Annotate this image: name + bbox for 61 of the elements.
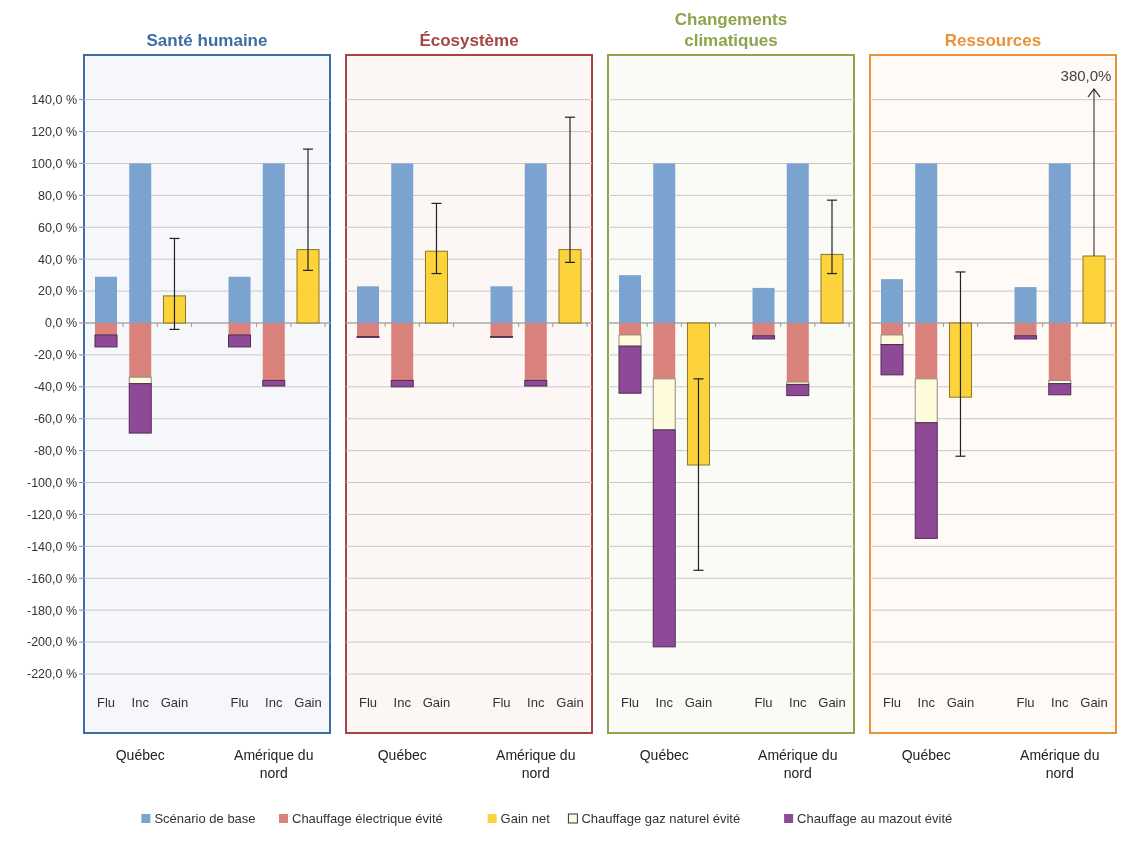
- y-tick-label: 40,0 %: [38, 252, 77, 267]
- y-tick-label: -60,0 %: [33, 412, 77, 427]
- text: Amérique du nord: [758, 747, 838, 781]
- x-tick-label: Inc: [1051, 695, 1069, 710]
- legend-label: Chauffage au mazout évité: [797, 811, 953, 826]
- x-tick-label: Flu: [620, 695, 640, 710]
- y-tick-label: -100,0 %: [26, 475, 77, 490]
- legend-label: Chauffage électrique évité: [292, 811, 443, 826]
- y-tick-label: -140,0 %: [26, 539, 77, 554]
- y-tick-label: -40,0 %: [33, 380, 77, 395]
- x-tick-label: Flu: [1016, 695, 1035, 710]
- x-tick-label: Gain: [946, 695, 975, 710]
- text: Québec: [115, 747, 165, 763]
- chart-title: Changements climatiques: [674, 10, 788, 50]
- chart-title: Écosystème: [419, 31, 519, 50]
- x-tick-label: Gain: [294, 695, 322, 710]
- x-tick-label: Gain: [1080, 695, 1108, 710]
- y-tick-label: -200,0 %: [26, 635, 77, 650]
- text: Amérique du nord: [234, 747, 314, 781]
- x-tick-label: Gain: [160, 695, 189, 710]
- x-tick-label: Gain: [422, 695, 451, 710]
- text: Amérique du nord: [1020, 747, 1100, 781]
- text: Amérique du nord: [496, 747, 576, 781]
- x-tick-label: Flu: [882, 695, 902, 710]
- y-tick-label: -80,0 %: [33, 444, 77, 459]
- x-tick-label: Flu: [230, 695, 249, 710]
- x-tick-label: Inc: [131, 695, 150, 710]
- x-tick-label: Gain: [556, 695, 584, 710]
- legend-label: Gain net: [500, 811, 551, 826]
- y-tick-label: -20,0 %: [33, 348, 77, 363]
- x-tick-label: Flu: [96, 695, 116, 710]
- y-tick-label: 20,0 %: [38, 284, 77, 299]
- x-tick-label: Flu: [754, 695, 773, 710]
- x-tick-label: Inc: [789, 695, 807, 710]
- y-tick-label: -180,0 %: [26, 603, 77, 618]
- y-tick-label: -160,0 %: [26, 571, 77, 586]
- y-tick-label: -220,0 %: [26, 667, 77, 682]
- chart-title: Santé humaine: [146, 31, 268, 50]
- chart-title: Ressources: [944, 31, 1042, 50]
- x-tick-label: Gain: [684, 695, 713, 710]
- x-tick-label: Inc: [265, 695, 283, 710]
- y-tick-label: 140,0 %: [31, 93, 77, 108]
- text: Québec: [639, 747, 689, 763]
- x-tick-label: Flu: [358, 695, 378, 710]
- x-tick-label: Inc: [527, 695, 545, 710]
- y-tick-label: 0,0 %: [45, 316, 77, 331]
- y-tick-label: 80,0 %: [38, 188, 77, 203]
- y-tick-label: 100,0 %: [31, 156, 77, 171]
- y-tick-label: 120,0 %: [31, 124, 77, 139]
- legend-label: Chauffage gaz naturel évité: [581, 811, 741, 826]
- text: Québec: [377, 747, 427, 763]
- y-tick-label: 60,0 %: [38, 220, 77, 235]
- x-tick-label: Flu: [492, 695, 511, 710]
- annotation: 380,0%: [1060, 67, 1112, 84]
- x-tick-label: Inc: [917, 695, 936, 710]
- legend-label: Scénario de base: [154, 811, 256, 826]
- x-tick-label: Inc: [655, 695, 674, 710]
- x-tick-label: Gain: [818, 695, 846, 710]
- x-tick-label: Inc: [393, 695, 412, 710]
- text: Québec: [901, 747, 951, 763]
- y-tick-label: -120,0 %: [26, 507, 77, 522]
